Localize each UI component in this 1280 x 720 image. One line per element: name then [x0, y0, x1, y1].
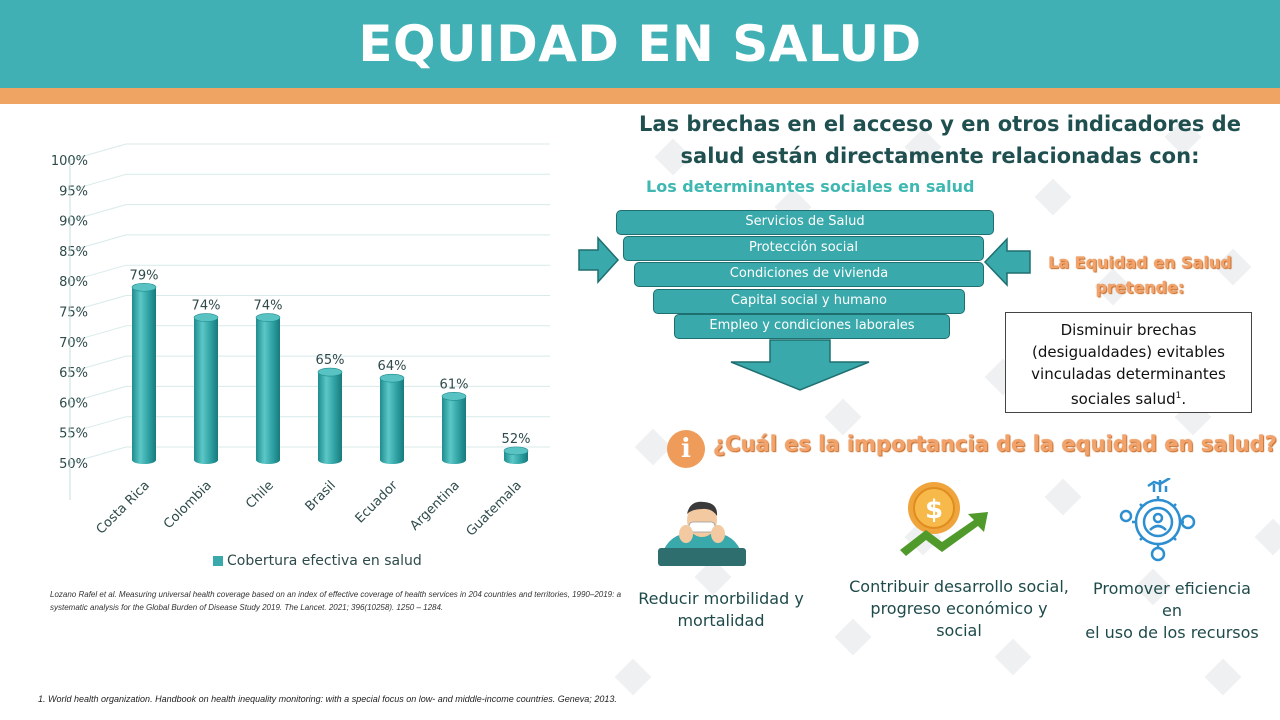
equity-goal-label: La Equidad en Salud pretende:	[1040, 250, 1240, 300]
down-arrow-icon	[730, 339, 870, 391]
equity-box-line-4: sociales salud1.	[1006, 385, 1251, 410]
funnel-level-3: Condiciones de vivienda	[634, 262, 984, 287]
data-label: 74%	[192, 299, 221, 314]
benefit-2-line-1: Contribuir desarrollo social,	[849, 577, 1069, 596]
gridline-diagonal	[69, 143, 127, 161]
bar-top	[255, 313, 281, 322]
y-tick-label: 95%	[59, 184, 88, 199]
determinants-title: Los determinantes sociales en salud	[646, 177, 975, 196]
sick-person-icon	[658, 501, 746, 566]
benefit-2-line-2: progreso económico y social	[870, 599, 1048, 640]
y-tick-label: 55%	[59, 427, 88, 442]
y-tick-label: 65%	[59, 366, 88, 381]
importance-question: ¿Cuál es la importancia de la equidad en…	[713, 432, 1277, 456]
data-label: 74%	[254, 299, 283, 314]
accent-bar	[0, 88, 1280, 104]
left-arrow-icon	[983, 237, 1031, 287]
info-icon: i	[667, 430, 705, 468]
legend-swatch	[213, 556, 223, 566]
y-tick-label: 100%	[51, 154, 88, 169]
benefit-1-line-2: mortalidad	[677, 611, 765, 630]
bar-costa-rica	[132, 287, 156, 464]
y-tick-label: 80%	[59, 275, 88, 290]
data-label: 52%	[502, 432, 531, 447]
gridline-diagonal	[69, 416, 127, 434]
gridline-diagonal	[69, 173, 127, 191]
equity-goal-label-line-1: La Equidad en Salud	[1048, 253, 1232, 272]
data-label: 64%	[378, 359, 407, 374]
data-label: 61%	[440, 377, 469, 392]
coin-growth-icon: $	[900, 482, 988, 556]
gridline-diagonal	[69, 295, 127, 312]
bar-ecuador	[380, 378, 404, 464]
gridline-diagonal	[69, 355, 127, 373]
bar-top	[193, 313, 219, 322]
section-heading-line-2: salud están directamente relacionadas co…	[680, 144, 1200, 168]
legend-label: Cobertura efectiva en salud	[227, 553, 422, 569]
bar-top	[503, 446, 529, 456]
y-tick-label: 85%	[59, 245, 88, 260]
y-tick-label: 60%	[59, 396, 88, 411]
equity-box-line-1: Disminuir brechas	[1060, 321, 1197, 339]
data-label: 79%	[130, 268, 159, 283]
chart-citation: Lozano Rafel et al. Measuring universal …	[50, 590, 622, 612]
equity-box-period: .	[1181, 390, 1187, 408]
footnote: 1. World health organization. Handbook o…	[38, 694, 617, 704]
gridline-diagonal	[69, 325, 127, 343]
benefit-reduce-morbidity: Reducir morbilidad y mortalidad	[636, 588, 806, 632]
benefit-resource-efficiency: Promover eficiencia en el uso de los rec…	[1084, 578, 1260, 644]
y-tick-label: 70%	[59, 336, 88, 351]
data-label: 65%	[316, 353, 345, 368]
funnel-level-5: Empleo y condiciones laborales	[674, 314, 950, 339]
gridline-diagonal	[69, 204, 127, 222]
y-tick-label: 90%	[59, 215, 88, 230]
gridline-diagonal	[69, 234, 127, 252]
benefit-3-line-2: el uso de los recursos	[1085, 623, 1259, 642]
efficiency-gear-icon	[1119, 478, 1196, 562]
gridline-diagonal	[69, 385, 127, 403]
gridline-diagonal	[69, 264, 127, 282]
y-tick-label: 50%	[59, 457, 88, 472]
chart-legend: Cobertura efectiva en salud	[213, 553, 422, 569]
bar-colombia	[194, 317, 218, 464]
bar-top	[441, 392, 467, 401]
right-arrow-icon	[578, 236, 620, 284]
equity-goal-box: Disminuir brechas (desigualdades) evitab…	[1005, 312, 1252, 413]
bar-argentina	[442, 396, 466, 464]
equity-goal-label-line-2: pretende:	[1095, 278, 1185, 297]
bar-top	[317, 367, 343, 377]
bar-top	[379, 373, 405, 383]
gridline-diagonal	[69, 446, 127, 464]
equity-box-line-2: (desigualdades) evitables	[1032, 343, 1225, 361]
bar-brasil	[318, 372, 342, 464]
benefit-3-line-1: Promover eficiencia en	[1093, 579, 1251, 620]
page-title: EQUIDAD EN SALUD	[358, 15, 922, 73]
equity-box-line-3: vinculadas determinantes	[1031, 365, 1226, 383]
coverage-bar-chart: 50% 55% 60% 65% 70% 75% 80% 85% 90% 95% 100% 79% Cos…	[0, 104, 600, 584]
benefit-1-line-1: Reducir morbilidad y	[638, 589, 804, 608]
funnel-level-2: Protección social	[623, 236, 984, 261]
footnote-ref: 1	[1175, 391, 1182, 401]
section-heading: Las brechas en el acceso y en otros indi…	[630, 108, 1250, 172]
svg-text:$: $	[925, 495, 943, 525]
bar-top	[131, 282, 157, 292]
title-banner	[0, 0, 1280, 88]
y-tick-label: 75%	[59, 306, 88, 321]
funnel-level-4: Capital social y humano	[653, 289, 965, 314]
chart-canvas: 50%55%60%65%70%75%80%85%90%95%100%79%Cos…	[51, 143, 550, 539]
section-heading-line-1: Las brechas en el acceso y en otros indi…	[639, 112, 1241, 136]
equity-box-line-4-text: sociales salud	[1070, 390, 1176, 408]
benefit-social-development: Contribuir desarrollo social, progreso e…	[846, 576, 1072, 642]
bar-chile	[256, 317, 280, 464]
funnel-level-1: Servicios de Salud	[616, 210, 994, 235]
